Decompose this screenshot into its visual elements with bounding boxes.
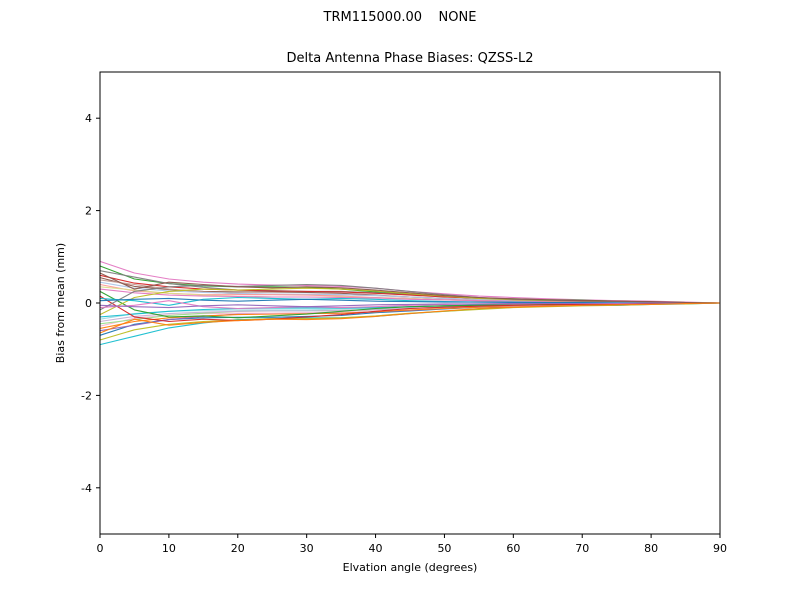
x-tick-label: 10 [162, 542, 176, 555]
x-tick-label: 40 [369, 542, 383, 555]
x-tick-label: 70 [575, 542, 589, 555]
x-tick-label: 80 [644, 542, 658, 555]
series-line [99, 302, 721, 334]
x-tick-label: 30 [300, 542, 314, 555]
x-tick-label: 90 [713, 542, 727, 555]
y-axis-label: Bias from mean (mm) [54, 242, 67, 364]
y-tick-label: -2 [81, 389, 92, 402]
x-tick-label: 20 [231, 542, 245, 555]
figure-suptitle: TRM115000.00 NONE [323, 10, 477, 25]
axes-title: Delta Antenna Phase Biases: QZSS-L2 [286, 51, 534, 66]
series-line [99, 302, 721, 346]
series-line [99, 302, 721, 309]
x-axis-label: Elvation angle (degrees) [342, 561, 478, 574]
x-tick-label: 50 [437, 542, 451, 555]
series-line [99, 272, 721, 304]
y-tick-label: -4 [81, 482, 92, 495]
y-tick-label: 4 [85, 112, 92, 125]
x-tick-label: 0 [97, 542, 104, 555]
y-tick-label: 0 [85, 297, 92, 310]
y-tick-label: 2 [85, 205, 92, 218]
x-tick-label: 60 [506, 542, 520, 555]
